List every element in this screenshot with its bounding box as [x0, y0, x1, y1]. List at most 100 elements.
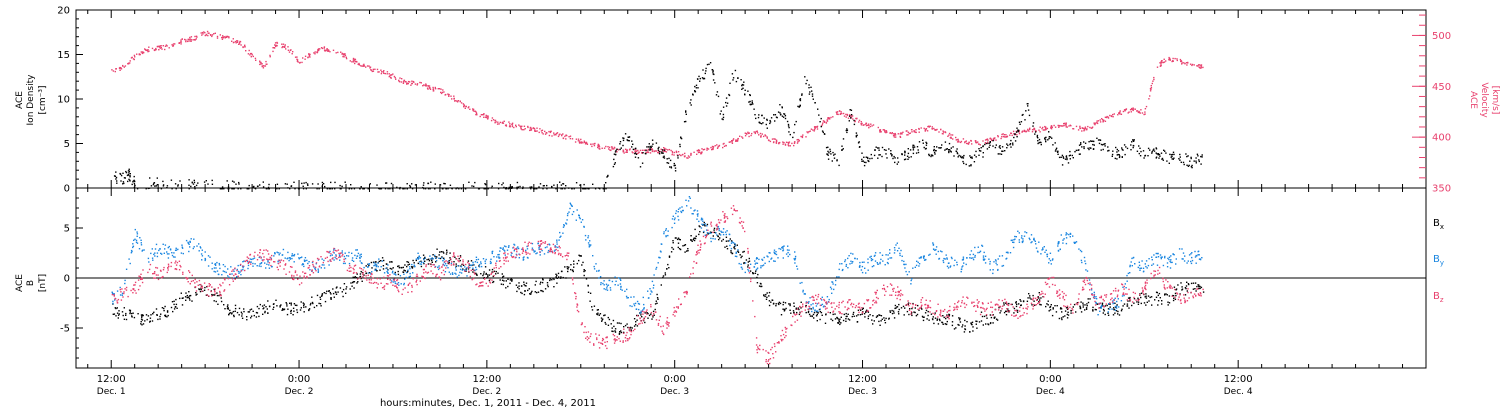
by-point	[329, 260, 331, 262]
velocity-point	[523, 125, 526, 127]
density-point	[1006, 143, 1008, 145]
bx-point	[296, 304, 298, 307]
bx-point	[185, 292, 187, 294]
density-point	[827, 146, 829, 148]
by-point	[1137, 266, 1139, 269]
bx-point	[737, 251, 740, 253]
density-point	[1045, 136, 1047, 139]
velocity-point	[164, 48, 166, 51]
bx-point	[664, 274, 667, 276]
by-point	[1042, 248, 1044, 251]
velocity-point	[622, 149, 624, 151]
bx-point	[964, 319, 966, 322]
by-point	[845, 263, 848, 266]
by-point	[835, 279, 837, 282]
bx-point	[573, 260, 575, 262]
by-point	[417, 252, 419, 254]
by-point	[313, 266, 315, 268]
bx-point	[316, 294, 319, 297]
density-point	[396, 186, 398, 189]
bx-point	[1186, 290, 1188, 292]
bx-point	[1064, 310, 1067, 312]
velocity-point	[1160, 64, 1162, 67]
density-point	[1037, 142, 1039, 145]
by-point	[491, 252, 493, 255]
bx-point	[578, 254, 580, 256]
bx-point	[775, 305, 777, 307]
velocity-point	[742, 137, 744, 139]
by-point	[1051, 259, 1054, 261]
velocity-point	[499, 121, 501, 124]
bx-point	[292, 314, 294, 316]
by-point	[204, 259, 206, 262]
velocity-point	[660, 148, 662, 150]
velocity-point	[858, 119, 861, 122]
bx-point	[398, 265, 400, 267]
by-point	[367, 266, 369, 268]
by-point	[780, 248, 782, 250]
by-point	[523, 256, 525, 258]
density-point	[651, 145, 653, 147]
velocity-point	[480, 114, 483, 116]
bx-point	[768, 291, 771, 294]
density-point	[794, 123, 796, 126]
density-point	[1051, 137, 1053, 139]
by-point	[1125, 287, 1127, 289]
velocity-point	[380, 69, 382, 71]
bx-point	[156, 314, 158, 316]
density-point	[423, 187, 425, 190]
bx-point	[692, 239, 694, 241]
bx-point	[430, 263, 432, 265]
by-point	[942, 259, 944, 262]
density-point	[774, 114, 777, 116]
bx-point	[747, 264, 749, 266]
velocity-point	[323, 47, 325, 49]
bx-point	[957, 323, 959, 326]
bx-point	[125, 314, 127, 316]
by-point	[722, 228, 725, 230]
by-point	[598, 277, 600, 279]
bx-point	[258, 315, 260, 318]
velocity-point	[756, 132, 759, 134]
bx-point	[707, 233, 709, 235]
by-point	[774, 253, 776, 255]
density-point	[944, 141, 947, 143]
by-point	[456, 276, 458, 278]
bx-point	[834, 313, 836, 315]
velocity-point	[285, 48, 287, 50]
bx-point	[118, 310, 120, 312]
velocity-point	[425, 83, 427, 85]
density-point	[649, 149, 652, 151]
density-point	[1001, 146, 1004, 148]
by-point	[1021, 235, 1023, 237]
bx-point	[620, 330, 622, 332]
bx-point	[172, 310, 174, 313]
bx-point	[581, 264, 583, 266]
velocity-point	[597, 146, 599, 149]
velocity-point	[419, 81, 421, 84]
by-point	[605, 283, 608, 285]
velocity-point	[354, 62, 356, 65]
velocity-point	[837, 113, 839, 116]
density-point	[622, 137, 624, 139]
velocity-point	[962, 138, 965, 140]
velocity-point	[1050, 127, 1052, 129]
bx-point	[268, 305, 271, 307]
velocity-point	[732, 138, 735, 140]
velocity-point	[352, 57, 355, 60]
velocity-point	[244, 45, 246, 48]
velocity-ylabel-line2: Velocity	[1479, 82, 1489, 118]
by-point	[1058, 241, 1060, 243]
bx-point	[129, 311, 131, 313]
density-point	[808, 84, 810, 86]
bx-point	[262, 313, 264, 315]
density-point	[912, 149, 915, 151]
velocity-point	[634, 150, 636, 153]
density-point	[874, 149, 876, 151]
bx-point	[360, 270, 362, 273]
by-point	[412, 272, 414, 274]
density-point	[624, 133, 627, 135]
by-point	[359, 257, 361, 260]
bx-point	[1157, 294, 1159, 297]
velocity-point	[701, 151, 703, 153]
